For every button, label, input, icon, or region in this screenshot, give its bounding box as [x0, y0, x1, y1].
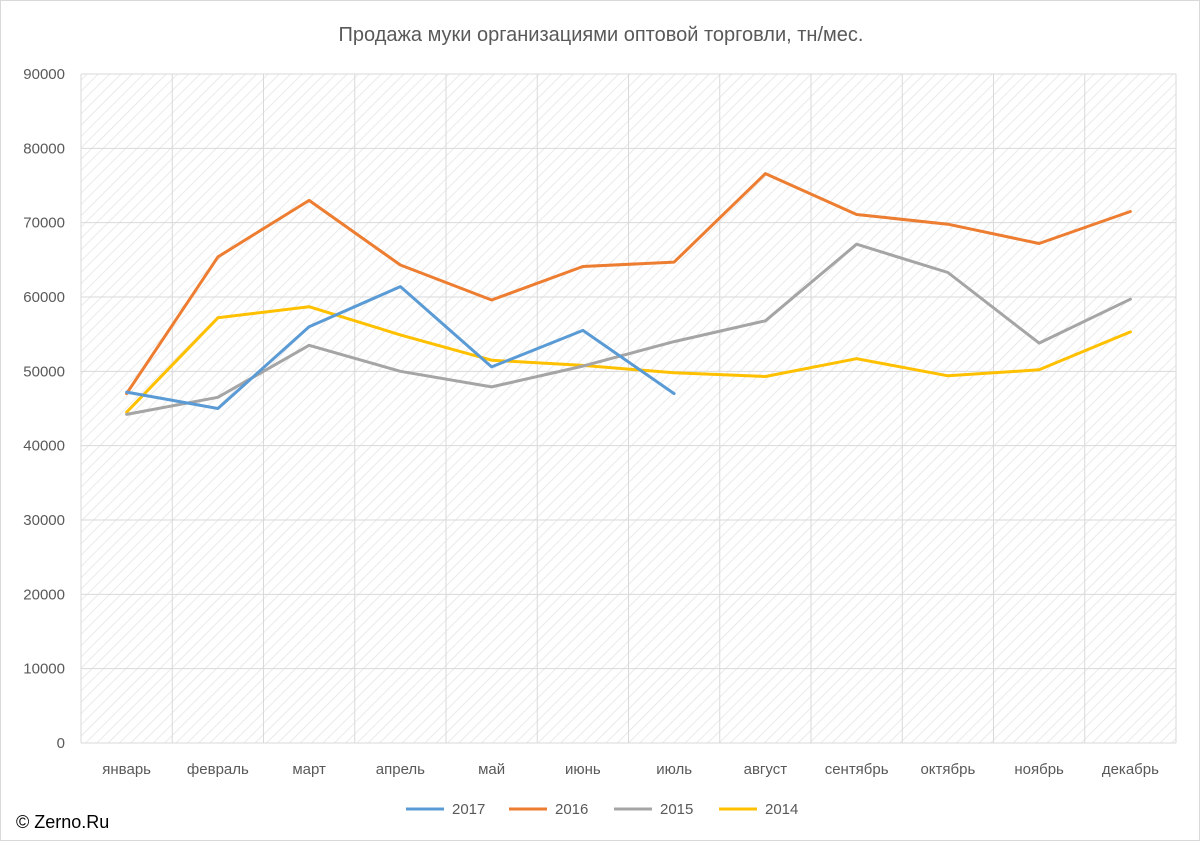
x-tick-label: июль: [656, 761, 692, 778]
x-tick-label: февраль: [187, 761, 249, 778]
series-line-2014: [125, 305, 1132, 414]
series-line-2017: [125, 285, 676, 410]
legend-label-2014: 2014: [765, 801, 798, 818]
y-tick-label: 10000: [23, 661, 65, 678]
y-tick-label: 0: [57, 735, 65, 752]
y-tick-label: 70000: [23, 215, 65, 232]
y-tick-label: 30000: [23, 512, 65, 529]
series-line-2015: [125, 242, 1132, 416]
x-tick-label: ноябрь: [1014, 761, 1064, 778]
chart-title: Продажа муки организациями оптовой торго…: [339, 24, 864, 46]
y-tick-label: 80000: [23, 140, 65, 157]
y-tick-label: 90000: [23, 66, 65, 83]
copyright-text: © Zerno.Ru: [16, 812, 110, 832]
x-tick-label: апрель: [376, 761, 425, 778]
x-tick-label: июнь: [565, 761, 601, 778]
legend-label-2016: 2016: [555, 801, 588, 818]
x-tick-label: декабрь: [1102, 761, 1159, 778]
legend-label-2015: 2015: [660, 801, 693, 818]
y-tick-label: 20000: [23, 586, 65, 603]
x-tick-label: октябрь: [920, 761, 975, 778]
series-line-2016: [125, 172, 1132, 396]
y-tick-label: 40000: [23, 438, 65, 455]
legend-label-2017: 2017: [452, 801, 485, 818]
x-tick-label: сентябрь: [825, 761, 889, 778]
x-tick-label: март: [292, 761, 326, 778]
y-tick-label: 60000: [23, 289, 65, 306]
x-tick-label: август: [744, 761, 788, 778]
x-tick-label: май: [478, 761, 505, 778]
x-tick-label: январь: [102, 761, 151, 778]
y-tick-label: 50000: [23, 363, 65, 380]
